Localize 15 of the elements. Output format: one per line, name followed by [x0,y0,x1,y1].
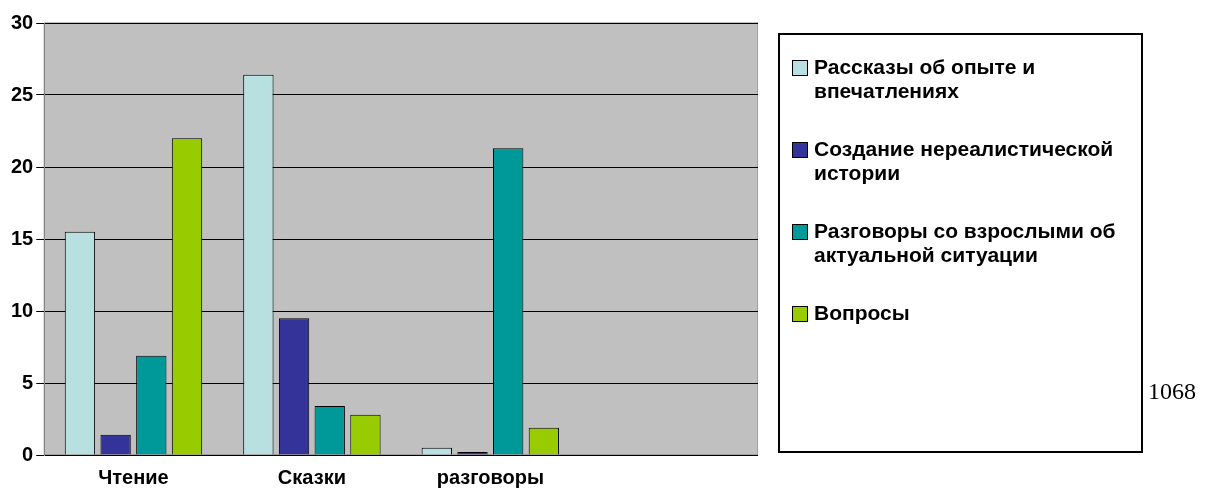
legend-label: Вопросы [814,301,910,325]
x-tick-label: Чтение [98,465,169,488]
legend-label: Рассказы об опыте и впечатлениях [814,55,1037,103]
legend-label: Разговоры со взрослыми об актуальной ситуации [814,219,1117,267]
y-tick-label: 30 [11,10,34,33]
legend-label: Создание нереалистической истории [814,137,1115,185]
text: 1068 [1148,378,1196,405]
y-tick-label: 5 [22,370,34,393]
y-tick-label: 10 [11,298,34,321]
y-tick-label: 20 [11,154,34,177]
y-tick-label: 25 [11,82,34,105]
y-tick-label: 0 [22,442,34,465]
y-tick-label: 15 [11,226,34,249]
x-tick-label: разговоры [436,465,545,488]
x-tick-label: Сказки [277,465,346,488]
